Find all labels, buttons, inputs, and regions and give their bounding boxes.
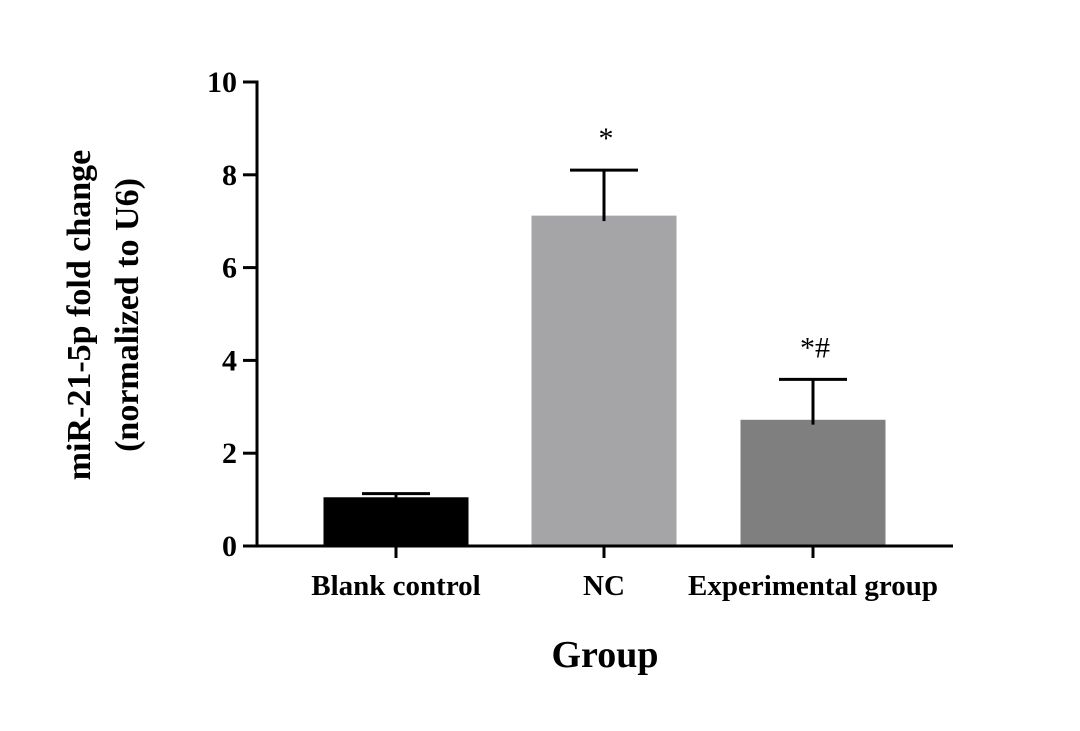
x-tick-label: Experimental group [688, 570, 938, 602]
y-axis-title: miR-21-5p fold change (normalized to U6) [61, 150, 146, 481]
y-tick-label: 6 [222, 252, 237, 285]
bar [531, 215, 677, 546]
y-axis-title-line-2: (normalized to U6) [109, 178, 146, 452]
y-tick-label: 8 [222, 159, 237, 192]
significance-annotation: * [599, 122, 614, 155]
x-tick-label: Blank control [311, 570, 480, 602]
y-tick-label: 4 [222, 344, 237, 377]
annotations-group: * *# [599, 122, 831, 364]
x-ticks-group: Blank control NC Experimental group [311, 546, 938, 602]
x-axis-title: Group [551, 634, 658, 676]
y-tick-label: 0 [222, 530, 237, 563]
x-tick-label: NC [583, 570, 625, 602]
y-tick-label: 10 [207, 66, 237, 99]
y-tick-label: 2 [222, 437, 237, 470]
error-bars-group [362, 168, 847, 498]
y-ticks-group: 0 2 4 6 8 10 [207, 66, 257, 563]
bar [740, 419, 886, 546]
bar [323, 497, 469, 546]
y-axis-title-line-1: miR-21-5p fold change [61, 150, 98, 481]
bars-group [323, 215, 886, 546]
significance-annotation: *# [800, 331, 830, 364]
